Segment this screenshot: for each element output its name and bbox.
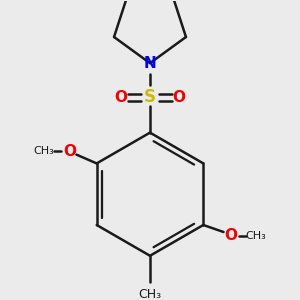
Text: CH₃: CH₃ [34,146,54,156]
Text: O: O [115,90,128,105]
Text: S: S [144,88,156,106]
Text: N: N [144,56,156,70]
Text: O: O [172,90,185,105]
Text: CH₃: CH₃ [138,288,162,300]
Text: CH₃: CH₃ [246,230,266,241]
Text: O: O [224,228,237,243]
Text: O: O [63,144,76,159]
